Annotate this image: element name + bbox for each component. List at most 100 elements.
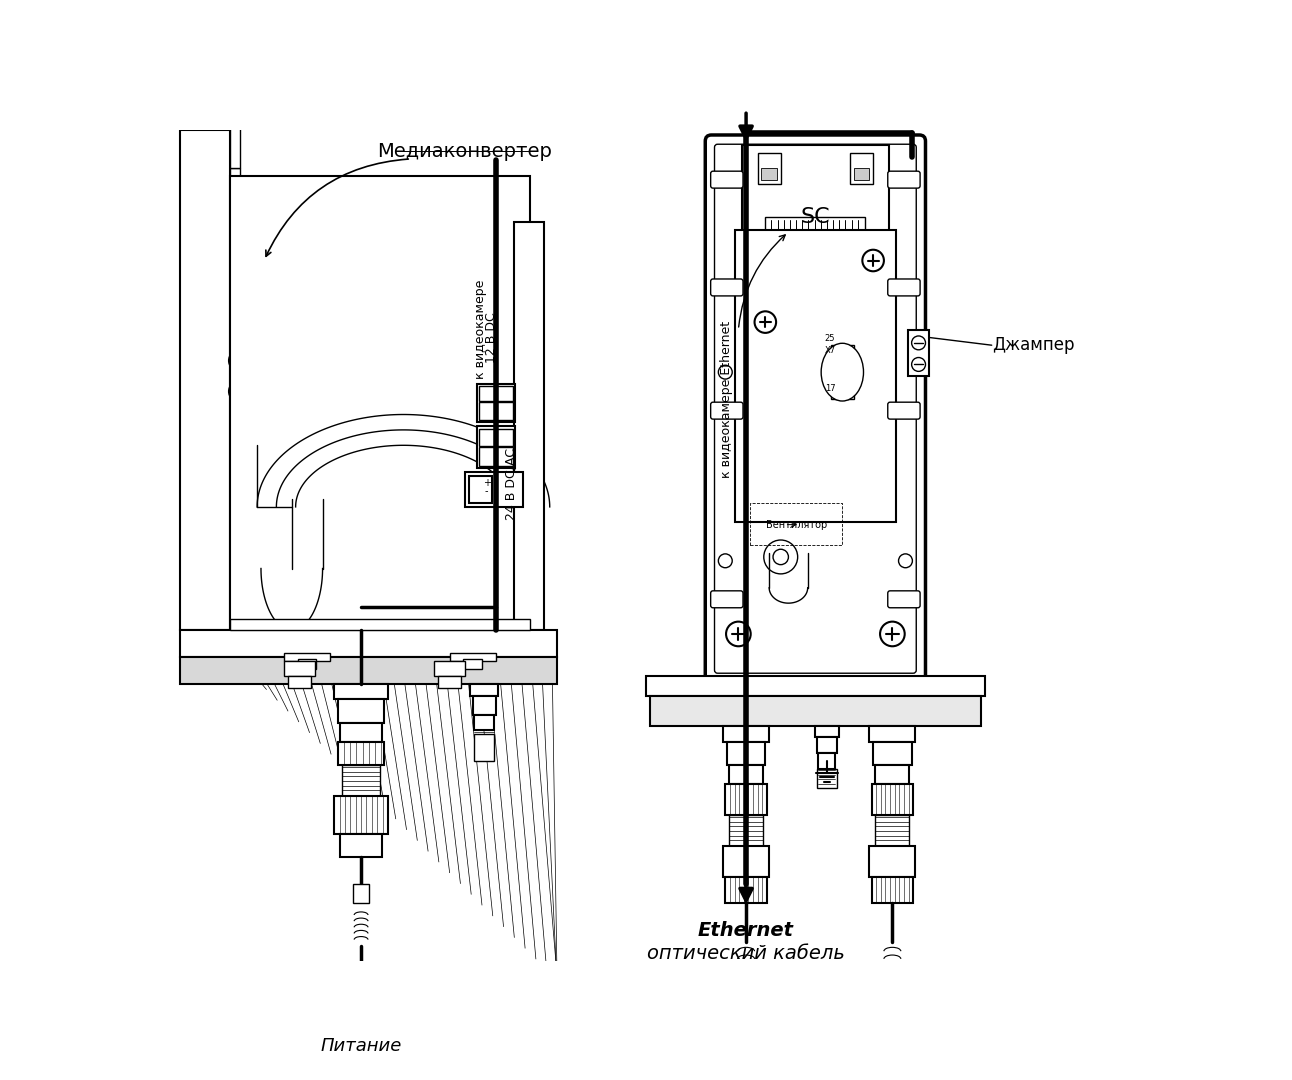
Text: Вентилятор: Вентилятор [765, 519, 827, 529]
Bar [646, 676, 985, 696]
Bar [477, 426, 516, 469]
Circle shape [718, 365, 733, 379]
Bar [815, 727, 840, 738]
Bar [724, 727, 769, 742]
Bar [249, 211, 287, 226]
Text: Джампер: Джампер [992, 336, 1075, 354]
Bar [434, 661, 465, 676]
Bar [872, 877, 913, 904]
Bar [873, 742, 912, 765]
Bar [876, 815, 910, 846]
Bar [335, 796, 388, 834]
FancyBboxPatch shape [888, 402, 920, 419]
Bar [298, 660, 317, 669]
Text: 24 В DC/AC: 24 В DC/AC [505, 448, 518, 519]
Text: 25: 25 [824, 335, 835, 343]
Bar [870, 846, 916, 877]
Bar [473, 696, 496, 715]
Circle shape [755, 311, 776, 333]
FancyBboxPatch shape [888, 171, 920, 188]
Bar [833, 349, 851, 370]
Text: -: - [484, 486, 488, 496]
Bar [479, 386, 513, 402]
Bar [284, 661, 315, 676]
Bar [233, 400, 264, 422]
Circle shape [235, 356, 244, 365]
Bar [342, 765, 380, 796]
Bar [725, 784, 767, 815]
Bar [469, 476, 492, 503]
Circle shape [898, 554, 912, 568]
Bar [238, 403, 255, 418]
Bar [180, 130, 230, 630]
FancyBboxPatch shape [714, 145, 916, 673]
Bar [729, 765, 764, 784]
Circle shape [229, 350, 251, 372]
Bar [450, 653, 496, 661]
Bar [335, 684, 388, 700]
Bar [230, 176, 531, 630]
Bar [340, 723, 382, 742]
Circle shape [912, 357, 925, 372]
Bar [854, 168, 870, 179]
Bar [230, 386, 249, 397]
Bar [464, 660, 482, 669]
FancyBboxPatch shape [711, 591, 743, 608]
Bar [817, 769, 837, 788]
Bar [230, 619, 531, 630]
Bar [477, 383, 516, 422]
Text: SC: SC [801, 206, 831, 227]
Text: к видеокамере Ethernet: к видеокамере Ethernet [721, 321, 734, 477]
FancyBboxPatch shape [888, 279, 920, 296]
Bar [724, 846, 769, 877]
Text: Ethernet: Ethernet [698, 921, 795, 940]
Bar [650, 696, 981, 727]
Bar [833, 374, 851, 395]
Bar [180, 657, 557, 684]
Bar [742, 145, 889, 319]
Text: 12 В DC: 12 В DC [484, 312, 497, 363]
FancyBboxPatch shape [711, 279, 743, 296]
Text: 17: 17 [824, 384, 835, 393]
Bar [479, 402, 513, 420]
Bar [817, 738, 837, 754]
Bar [340, 834, 382, 858]
Ellipse shape [822, 343, 863, 401]
Bar [230, 354, 249, 367]
Bar [765, 217, 866, 295]
Text: к видеокамере: к видеокамере [474, 280, 487, 379]
Bar [474, 715, 495, 730]
Bar [729, 815, 764, 846]
Circle shape [862, 249, 884, 271]
FancyBboxPatch shape [705, 135, 925, 683]
Bar [474, 734, 495, 761]
Bar [339, 700, 384, 723]
Bar [288, 676, 311, 688]
Bar [831, 346, 854, 400]
Circle shape [773, 550, 788, 565]
Bar [725, 877, 767, 904]
Circle shape [235, 387, 244, 396]
Bar [230, 114, 240, 168]
FancyBboxPatch shape [711, 171, 743, 188]
Bar [438, 676, 461, 688]
Text: оптический кабель: оптический кабель [647, 944, 845, 963]
Bar [876, 765, 910, 784]
Circle shape [880, 622, 904, 646]
Bar [761, 168, 776, 179]
Bar [339, 742, 384, 765]
Bar [470, 684, 499, 696]
Bar [354, 885, 368, 904]
Bar [465, 472, 523, 507]
Bar [818, 754, 836, 769]
Bar [735, 230, 897, 523]
Bar [284, 653, 331, 661]
Text: +: + [483, 478, 491, 488]
FancyBboxPatch shape [888, 591, 920, 608]
Bar [850, 152, 873, 184]
Bar [850, 300, 873, 314]
Text: Питание: Питание [320, 1037, 402, 1055]
Bar [180, 630, 557, 657]
Bar [757, 300, 780, 314]
Bar [872, 784, 913, 815]
